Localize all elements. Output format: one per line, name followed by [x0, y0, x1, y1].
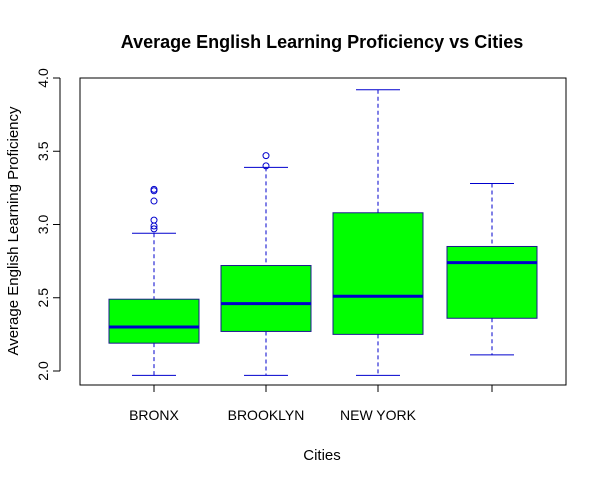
y-axis-label: Average English Learning Proficiency	[5, 106, 22, 356]
box-iqr	[332, 212, 424, 335]
chart-title: Average English Learning Proficiency vs …	[121, 32, 523, 52]
y-tick-label: 2.0	[35, 361, 51, 381]
box-new-york	[332, 89, 424, 376]
x-tick-label: NEW YORK	[340, 407, 417, 423]
y-tick-label: 2.5	[35, 288, 51, 308]
boxes-group	[108, 89, 538, 376]
y-tick-label: 3.5	[35, 141, 51, 161]
x-axis: BRONX BROOKLYN NEW YORK	[129, 385, 493, 423]
box-unlabeled	[446, 182, 538, 356]
outlier-point	[150, 225, 158, 233]
x-axis-label: Cities	[303, 447, 341, 464]
box-iqr	[108, 298, 200, 344]
box-brooklyn	[220, 152, 312, 376]
y-tick-label: 4.0	[35, 68, 51, 88]
y-tick-label: 3.0	[35, 215, 51, 235]
x-tick-label: BRONX	[129, 407, 179, 423]
y-axis: 2.0 2.5 3.0 3.5 4.0	[35, 68, 61, 381]
box-iqr	[446, 245, 538, 319]
outlier-point	[150, 185, 158, 193]
box-iqr	[220, 265, 312, 332]
outlier-point	[150, 197, 158, 205]
box-bronx	[108, 185, 200, 376]
outlier-point	[262, 162, 270, 170]
outlier-point	[262, 152, 270, 160]
plot-frame	[79, 77, 567, 386]
outlier-point	[150, 216, 158, 224]
x-tick-label: BROOKLYN	[228, 407, 305, 423]
